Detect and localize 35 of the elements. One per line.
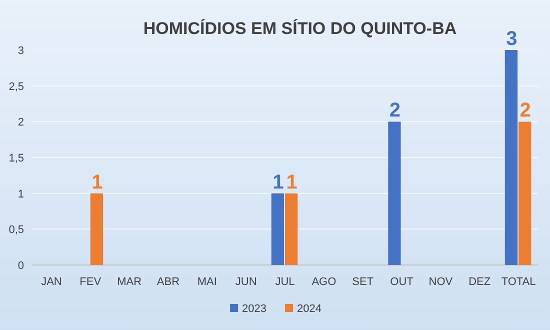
bar <box>285 193 298 265</box>
data-label: 2 <box>389 100 401 122</box>
x-tick-label: JUN <box>235 276 257 288</box>
y-tick-label: 0,5 <box>8 224 24 236</box>
y-tick-label: 3 <box>18 45 24 57</box>
legend-label: 2024 <box>297 303 322 315</box>
x-tick-label: ABR <box>156 276 180 288</box>
x-tick-label: NOV <box>428 276 454 288</box>
x-tick-label: JUL <box>275 276 295 288</box>
bar <box>271 193 284 265</box>
legend-label: 2023 <box>242 303 266 315</box>
chart-title: HOMICÍDIOS EM SÍTIO DO QUINTO-BA <box>143 18 457 38</box>
x-tick-label: JAN <box>41 276 62 288</box>
y-tick-label: 0 <box>18 260 24 272</box>
data-label: 2 <box>520 100 531 122</box>
data-label: 3 <box>506 28 518 50</box>
y-tick-label: 1,5 <box>8 152 24 164</box>
y-tick-label: 2 <box>18 116 24 129</box>
y-tick-label: 1 <box>18 188 24 200</box>
y-tick-label: 2,5 <box>8 80 24 93</box>
bar <box>518 122 532 265</box>
x-tick-label: SET <box>352 276 374 288</box>
x-tick-label: DEZ <box>468 276 491 288</box>
bar <box>504 50 518 265</box>
x-tick-label: MAR <box>117 276 142 288</box>
x-tick-label: TOTAL <box>501 276 536 288</box>
data-label: 1 <box>92 171 103 194</box>
x-tick-label: OUT <box>390 276 414 288</box>
x-tick-label: MAI <box>197 276 217 288</box>
bar <box>90 193 104 265</box>
x-tick-label: FEV <box>80 276 102 288</box>
data-label: 1 <box>286 171 298 194</box>
data-label: 1 <box>272 171 284 194</box>
bar <box>388 122 401 265</box>
x-tick-label: AGO <box>312 276 337 288</box>
